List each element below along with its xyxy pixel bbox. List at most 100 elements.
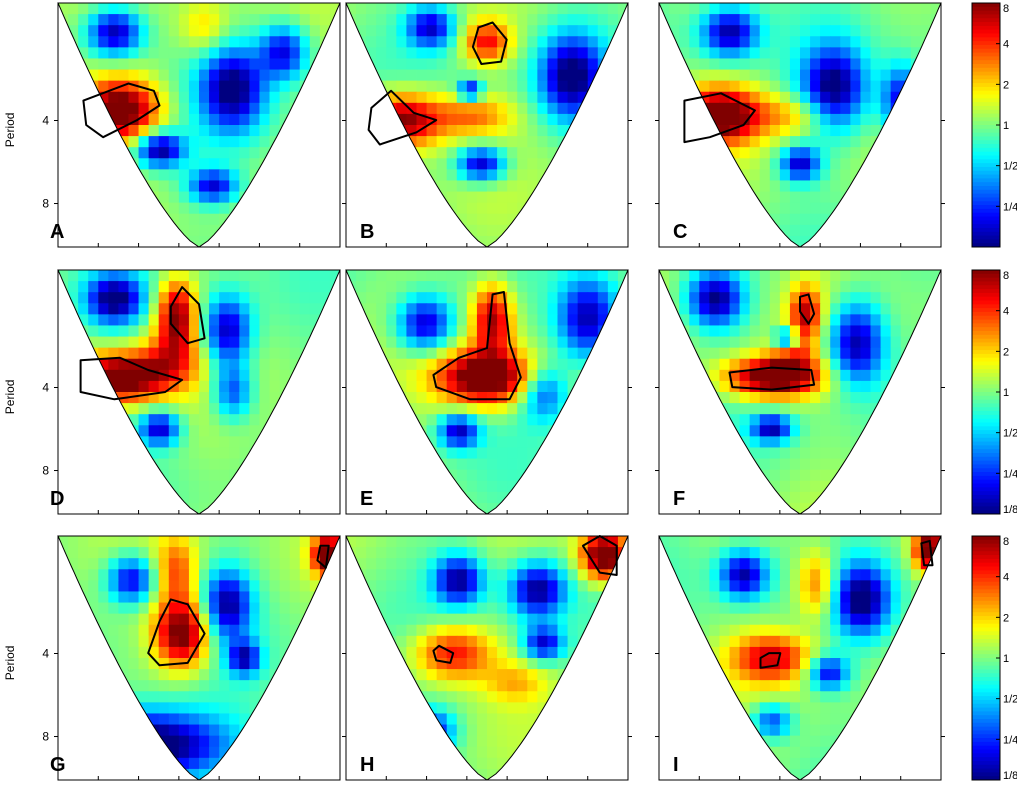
heatmap-cell: [199, 213, 210, 226]
heatmap-cell: [739, 369, 751, 382]
heatmap-cell: [158, 380, 170, 393]
heatmap-cell: [98, 314, 109, 327]
heatmap-cell: [329, 658, 340, 670]
heatmap-cell: [386, 325, 397, 338]
heatmap-cell: [376, 235, 387, 247]
heatmap-cell: [259, 746, 271, 759]
heatmap-cell: [607, 14, 619, 26]
heatmap-cell: [577, 591, 589, 604]
heatmap-cell: [128, 447, 140, 460]
heatmap-cell: [88, 602, 99, 615]
heatmap-cell: [118, 358, 130, 371]
heatmap-cell: [188, 702, 200, 715]
heatmap-cell: [850, 113, 862, 126]
heatmap-cell: [78, 314, 89, 327]
heatmap-cell: [416, 69, 428, 82]
heatmap-cell: [239, 403, 250, 415]
heatmap-cell: [396, 414, 408, 426]
heatmap-cell: [830, 102, 841, 115]
heatmap-cell: [587, 47, 599, 60]
heatmap-cell: [466, 292, 478, 304]
heatmap-cell: [840, 113, 851, 126]
heatmap-cell: [810, 369, 821, 382]
heatmap-cell: [577, 613, 589, 626]
heatmap-cell: [517, 680, 528, 692]
heatmap-cell: [446, 436, 458, 449]
heatmap-cell: [900, 281, 912, 293]
heatmap-cell: [800, 436, 811, 449]
heatmap-cell: [820, 458, 831, 471]
heatmap-cell: [527, 669, 538, 681]
heatmap-cell: [719, 369, 731, 382]
heatmap-cell: [58, 303, 69, 315]
heatmap-cell: [68, 202, 79, 215]
heatmap-cell: [346, 591, 357, 604]
heatmap-cell: [366, 80, 377, 93]
heatmap-cell: [659, 202, 670, 215]
heatmap-cell: [269, 491, 281, 504]
heatmap-cell: [850, 270, 862, 282]
heatmap-cell: [98, 536, 109, 548]
heatmap-cell: [269, 380, 281, 393]
heatmap-cell: [168, 147, 180, 159]
heatmap-cell: [527, 91, 538, 104]
heatmap-cell: [436, 436, 448, 449]
heatmap-cell: [108, 380, 120, 393]
heatmap-cell: [299, 102, 311, 115]
heatmap-cell: [930, 169, 941, 182]
heatmap-cell: [128, 536, 140, 548]
heatmap-cell: [259, 14, 271, 26]
heatmap-cell: [98, 458, 109, 471]
heatmap-cell: [279, 757, 291, 770]
heatmap-cell: [426, 91, 438, 104]
heatmap-cell: [587, 380, 599, 393]
heatmap-cell: [128, 624, 140, 637]
heatmap-cell: [557, 158, 569, 170]
heatmap-cell: [850, 235, 862, 247]
heatmap-cell: [759, 3, 771, 15]
heatmap-cell: [188, 380, 200, 393]
heatmap-cell: [507, 403, 518, 415]
heatmap-cell: [466, 314, 478, 327]
heatmap-cell: [229, 147, 240, 159]
heatmap-cell: [259, 480, 271, 493]
heatmap-cell: [507, 303, 518, 315]
heatmap-cell: [138, 768, 150, 780]
heatmap-cell: [168, 191, 180, 204]
heatmap-cell: [577, 458, 589, 471]
heatmap-cell: [699, 358, 710, 371]
heatmap-cell: [476, 713, 488, 726]
heatmap-cell: [527, 369, 538, 382]
heatmap-cell: [487, 447, 498, 460]
heatmap-cell: [587, 580, 599, 593]
heatmap-cell: [446, 180, 458, 193]
heatmap-cell: [249, 658, 261, 670]
heatmap-cell: [58, 414, 69, 426]
heatmap-cell: [577, 91, 589, 104]
heatmap-cell: [269, 270, 281, 282]
heatmap-cell: [386, 292, 397, 304]
heatmap-cell: [617, 158, 628, 170]
heatmap-cell: [607, 147, 619, 159]
heatmap-cell: [436, 91, 448, 104]
heatmap-cell: [58, 347, 69, 360]
heatmap-cell: [209, 180, 220, 193]
heatmap-cell: [148, 669, 160, 681]
heatmap-cell: [476, 369, 488, 382]
heatmap-cell: [88, 702, 99, 715]
heatmap-cell: [138, 491, 150, 504]
heatmap-cell: [900, 491, 912, 504]
heatmap-cell: [617, 669, 628, 681]
heatmap-cell: [168, 569, 180, 581]
heatmap-cell: [446, 213, 458, 226]
heatmap-cell: [830, 14, 841, 26]
heatmap-cell: [436, 669, 448, 681]
heatmap-cell: [739, 3, 751, 15]
heatmap-cell: [188, 757, 200, 770]
heatmap-cell: [930, 136, 941, 148]
heatmap-cell: [376, 491, 387, 504]
heatmap-cell: [679, 436, 690, 449]
heatmap-cell: [376, 403, 387, 415]
heatmap-cell: [759, 303, 771, 315]
heatmap-cell: [138, 91, 150, 104]
